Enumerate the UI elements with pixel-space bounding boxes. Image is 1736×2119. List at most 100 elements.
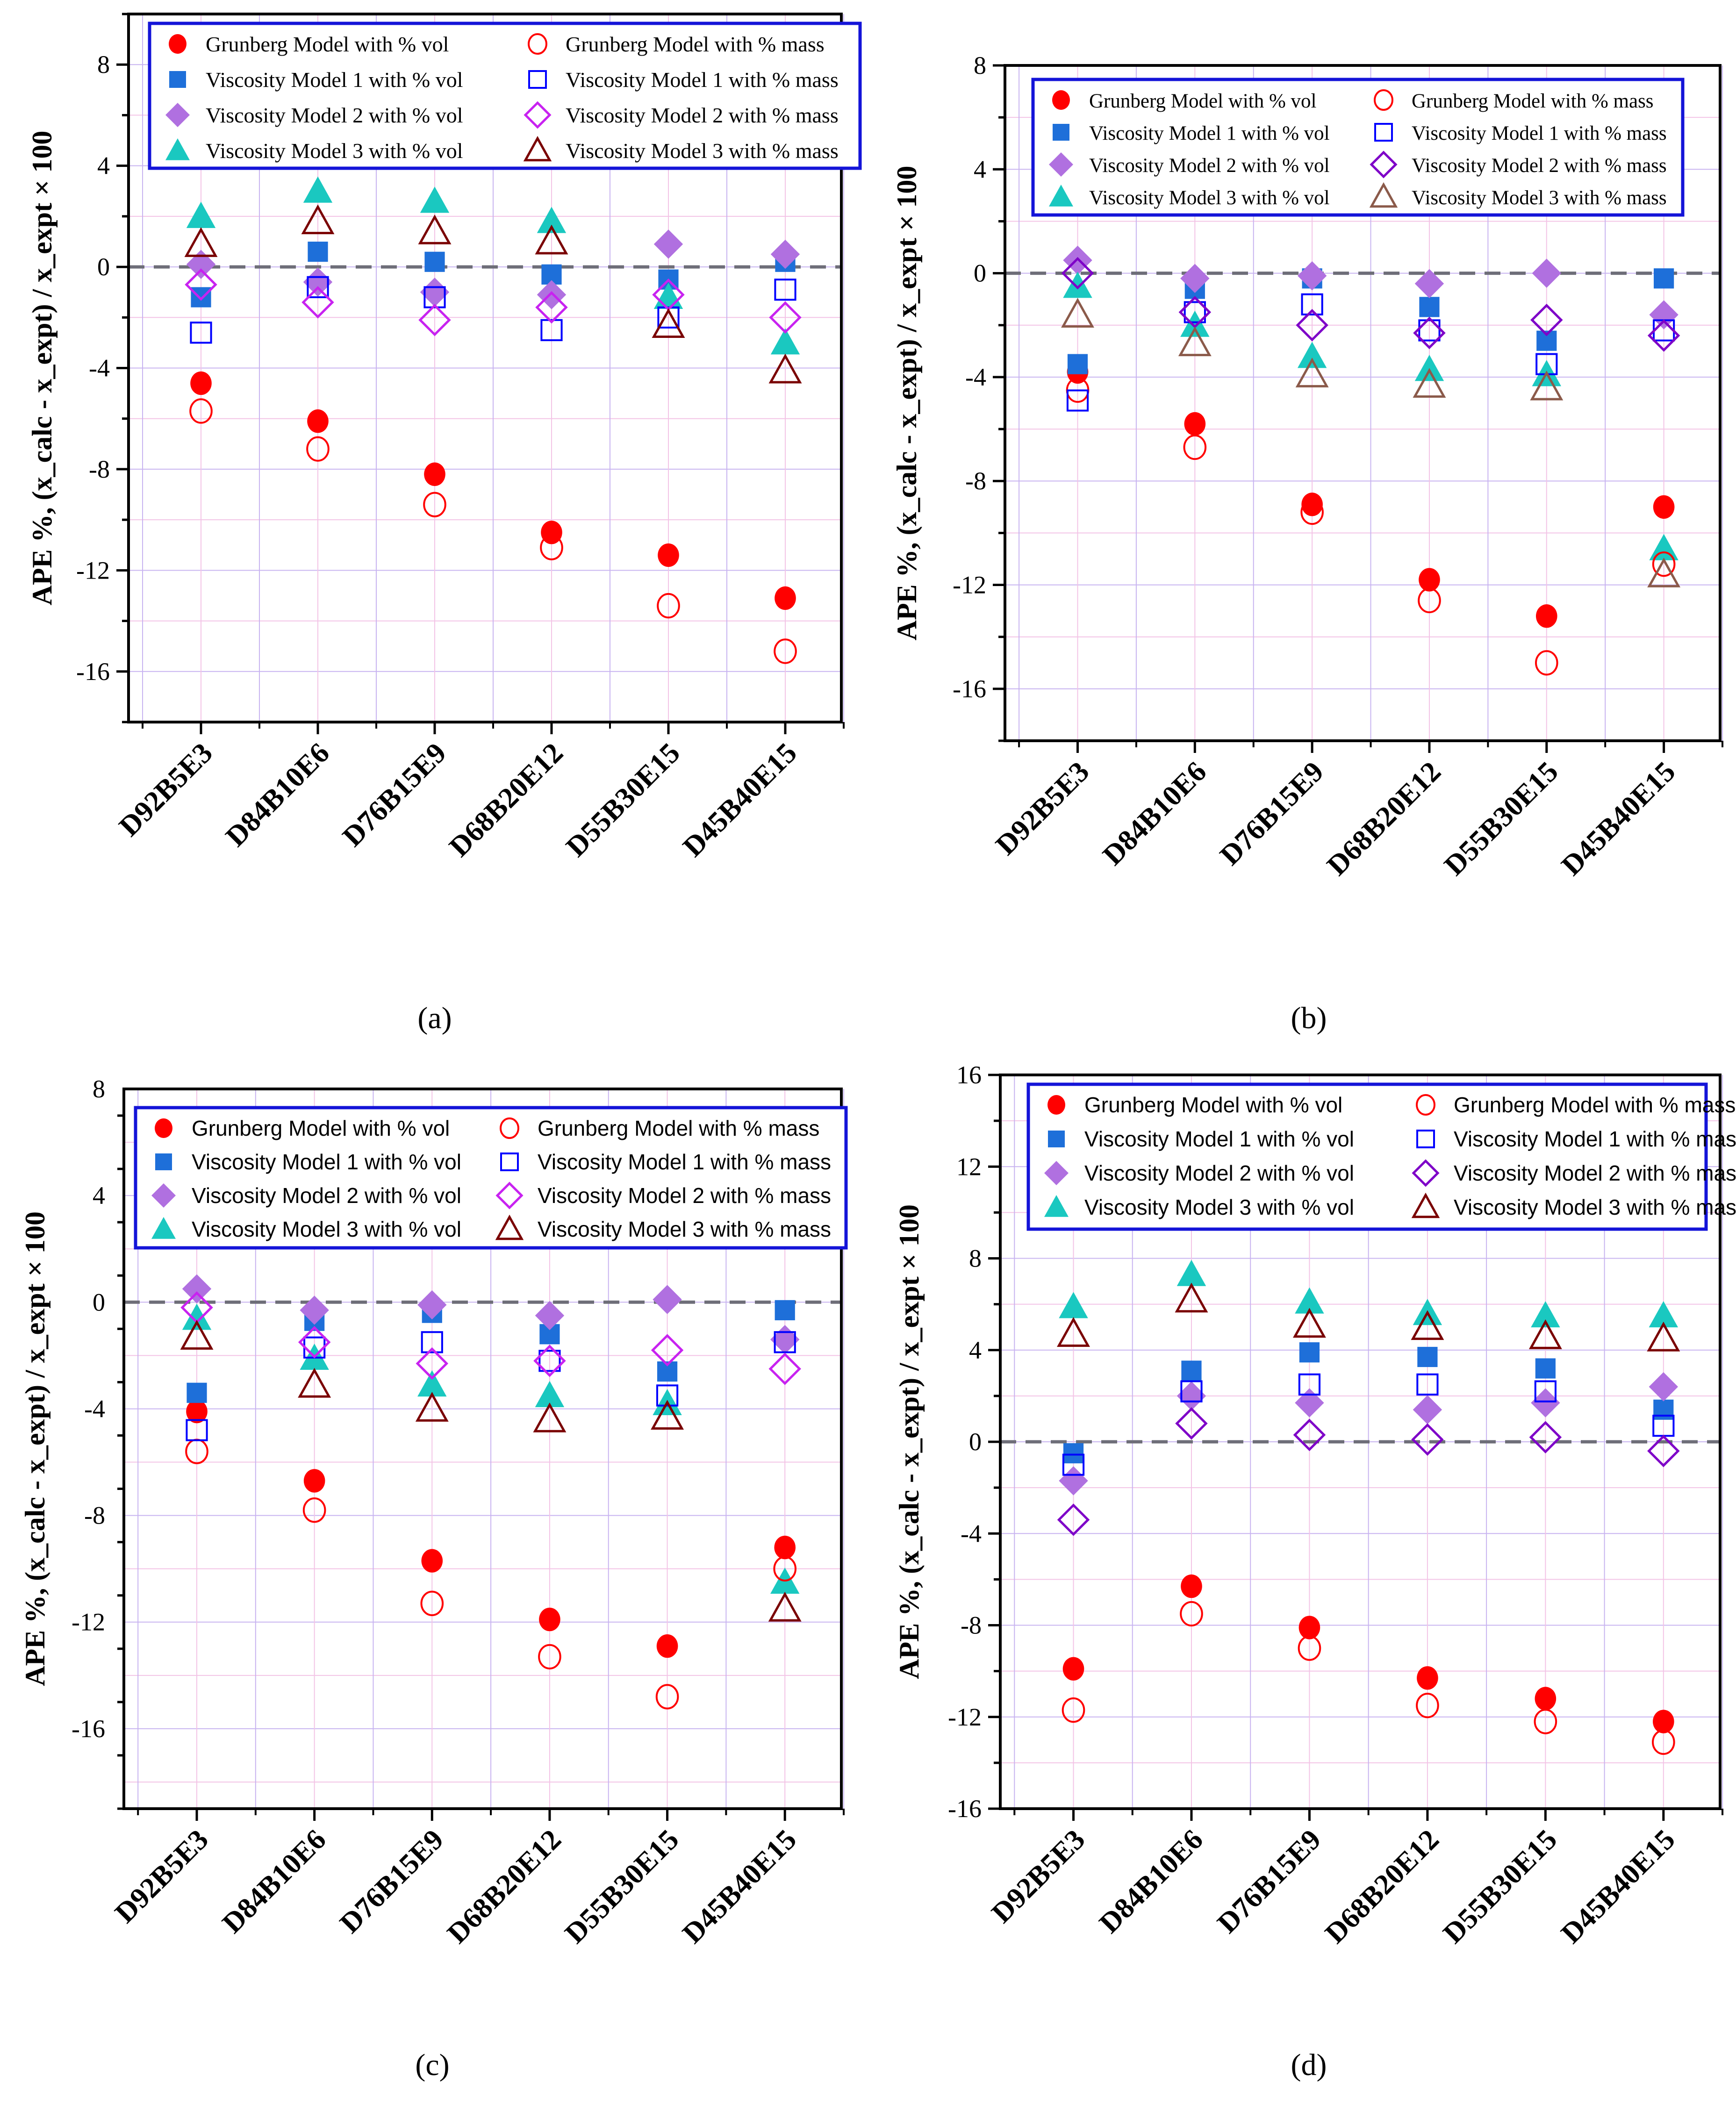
y-tick-label: -8 <box>965 467 986 495</box>
data-point <box>418 303 451 336</box>
y-tick-label: -8 <box>84 1502 105 1530</box>
data-point <box>535 291 568 324</box>
data-point <box>1419 568 1440 592</box>
data-point <box>535 1381 565 1407</box>
data-point <box>538 1350 561 1372</box>
y-tick-label: 0 <box>974 259 986 287</box>
legend-label: Viscosity Model 2 with % mass <box>1454 1161 1736 1185</box>
data-point <box>417 1290 447 1320</box>
data-point <box>307 409 329 433</box>
legend-marker <box>523 136 552 162</box>
data-point <box>1417 1666 1438 1690</box>
data-point <box>191 287 211 308</box>
data-point <box>302 1497 326 1523</box>
data-point <box>537 280 567 309</box>
legend-box <box>148 21 862 170</box>
y-axis: -16 -12 -8 -4 0 4 8 <box>953 51 1005 742</box>
x-axis: D92B5E3 D84B10E6 D76B15E9D68B20E12D55B30E1… <box>113 722 845 863</box>
data-point <box>1647 319 1680 352</box>
legend-label: Grunberg Model with % mass <box>1412 90 1654 112</box>
data-point <box>775 586 796 610</box>
data-point <box>1184 412 1206 436</box>
data-point <box>1176 1381 1206 1411</box>
data-point <box>301 286 334 319</box>
series-5 <box>189 398 797 664</box>
y-tick-label: 0 <box>969 1428 982 1456</box>
x-category-label: D76B15E9 <box>337 737 452 853</box>
series-1 <box>1062 1574 1674 1733</box>
data-point <box>775 1300 795 1321</box>
legend: Grunberg Model with % vol Viscosity Model… <box>1026 1082 1736 1231</box>
y-tick-label: -16 <box>72 1715 105 1743</box>
series-5 <box>1062 1601 1675 1755</box>
x-axis: D92B5E3 D84B10E6 D76B15E9D68B20E12D55B30E1… <box>109 1809 845 1950</box>
legend-marker <box>1049 185 1073 207</box>
data-point <box>1649 1372 1679 1402</box>
data-point <box>651 1400 684 1430</box>
data-point <box>1647 1434 1680 1468</box>
legend-box <box>134 1106 848 1250</box>
data-point <box>298 1367 331 1398</box>
y-axis: -16 -12 -8 -4 0 4 8 <box>72 1075 124 1810</box>
x-category-label: D76B15E9 <box>1214 756 1330 872</box>
legend: Grunberg Model with % vol Viscosity Model… <box>1031 78 1685 217</box>
data-point <box>1180 264 1210 293</box>
legend-marker <box>528 33 547 55</box>
legend-label: Viscosity Model 2 with % vol <box>206 103 463 127</box>
legend-label: Viscosity Model 3 with % mass <box>566 139 839 163</box>
y-tick-label: 12 <box>956 1153 982 1181</box>
x-category-label: D45B40E15 <box>1556 756 1682 882</box>
legend-label: Viscosity Model 3 with % vol <box>1084 1195 1354 1219</box>
data-point <box>1530 370 1564 401</box>
legend-marker <box>524 101 552 129</box>
data-point <box>190 371 212 395</box>
y-tick-label: -4 <box>961 1519 982 1547</box>
data-point <box>537 207 567 233</box>
legend-marker <box>500 1153 519 1171</box>
data-point <box>1653 1710 1674 1733</box>
data-point <box>1299 1342 1320 1363</box>
data-point <box>1057 1317 1090 1347</box>
x-category-label: D92B5E3 <box>986 1824 1091 1929</box>
data-point <box>1414 269 1444 299</box>
legend-marker <box>155 1118 172 1138</box>
data-point <box>774 1331 796 1353</box>
data-point <box>1297 261 1327 291</box>
legend-marker <box>1369 182 1398 208</box>
legend-marker <box>495 1181 524 1210</box>
data-point <box>180 1320 214 1350</box>
data-point <box>186 201 216 228</box>
data-point <box>1300 499 1324 525</box>
y-tick-label: 8 <box>97 50 110 79</box>
data-point <box>1184 301 1206 323</box>
data-point <box>1296 309 1328 342</box>
data-point <box>420 186 450 213</box>
data-point <box>1413 316 1446 350</box>
data-point <box>1067 354 1088 374</box>
series-8 <box>180 1320 802 1622</box>
data-point <box>1297 342 1327 368</box>
y-tick-label: -16 <box>76 658 110 686</box>
data-point <box>1530 303 1563 336</box>
data-point <box>1418 587 1441 614</box>
legend-marker <box>151 1183 176 1208</box>
data-point <box>1654 268 1674 289</box>
legend-label: Grunberg Model with % vol <box>192 1116 450 1140</box>
data-point <box>307 276 329 298</box>
y-tick-label: -12 <box>948 1703 982 1731</box>
legend-label: Viscosity Model 2 with % mass <box>538 1183 831 1208</box>
data-point <box>768 1591 802 1622</box>
x-category-label: D68B20E12 <box>441 1824 567 1950</box>
data-point <box>423 492 446 517</box>
data-point <box>1181 1360 1202 1381</box>
data-point <box>184 227 218 257</box>
data-point <box>1649 300 1679 329</box>
legend-label: Viscosity Model 2 with % vol <box>192 1183 461 1208</box>
data-point <box>186 250 216 279</box>
data-point <box>1418 319 1441 342</box>
legend-label: Grunberg Model with % vol <box>1089 90 1317 112</box>
legend-marker <box>151 1217 176 1239</box>
data-point <box>1411 1423 1444 1456</box>
series-7 <box>1057 1407 1680 1536</box>
data-point <box>298 1326 331 1359</box>
